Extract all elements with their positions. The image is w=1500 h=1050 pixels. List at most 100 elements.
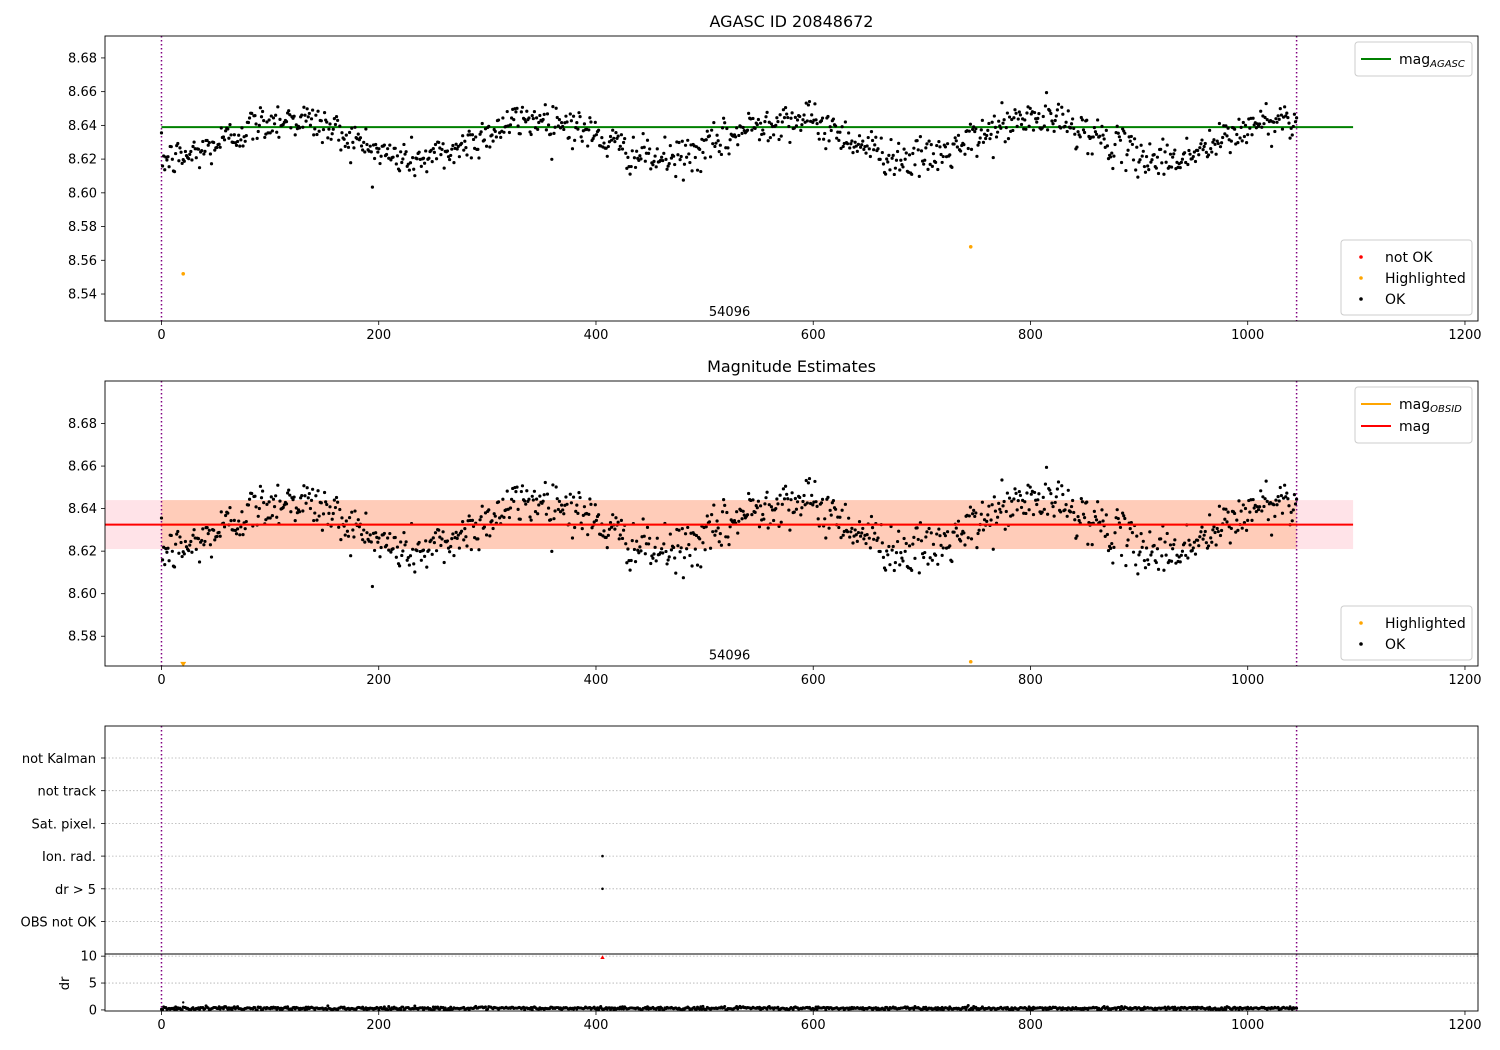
- ok-point: [785, 112, 789, 116]
- legend-box: [1354, 386, 1473, 444]
- ok-point: [411, 156, 415, 160]
- ok-point: [209, 162, 214, 166]
- ok-point: [1018, 493, 1023, 498]
- ok-point: [351, 528, 355, 532]
- ok-point: [370, 185, 375, 189]
- ok-point: [645, 525, 650, 529]
- ok-point: [212, 528, 216, 532]
- ok-point: [388, 143, 392, 147]
- ok-point: [301, 125, 305, 129]
- ok-point: [1085, 118, 1089, 122]
- ok-point: [1203, 141, 1207, 146]
- ok-point: [604, 535, 608, 540]
- ok-point: [362, 140, 366, 144]
- ok-point: [183, 149, 188, 154]
- ok-point: [1014, 111, 1018, 115]
- ok-point: [587, 128, 591, 132]
- ok-point: [614, 516, 618, 520]
- x-tick-label: 200: [366, 673, 391, 688]
- ok-point: [433, 531, 438, 535]
- ok-point: [1204, 150, 1208, 154]
- ok-point: [524, 120, 528, 124]
- dr-point: [401, 1005, 405, 1009]
- ok-point: [1273, 129, 1277, 134]
- y-tick-label: 8.58: [68, 220, 97, 235]
- ok-point: [938, 534, 942, 538]
- ok-point: [1235, 518, 1239, 522]
- ok-point: [1036, 498, 1040, 502]
- ok-point: [845, 142, 850, 146]
- ok-point: [1276, 114, 1280, 118]
- ok-point: [560, 121, 564, 125]
- ok-point: [590, 526, 594, 530]
- ok-point: [1032, 110, 1037, 115]
- ok-point: [1209, 536, 1213, 540]
- ok-point: [182, 159, 186, 163]
- ok-point: [166, 155, 170, 159]
- ok-point: [761, 512, 765, 517]
- ok-point: [632, 156, 637, 160]
- obsid-annotation: 54096: [709, 305, 750, 320]
- ok-point: [930, 558, 934, 562]
- ok-point: [776, 502, 780, 506]
- ok-point: [1219, 528, 1224, 533]
- axes-frame: [104, 953, 1479, 1012]
- ok-point: [470, 133, 475, 137]
- ok-point: [361, 538, 365, 542]
- ok-point: [257, 123, 261, 127]
- y-tick-label: 8.68: [68, 51, 97, 66]
- ok-point: [333, 122, 338, 127]
- ok-point: [342, 137, 346, 141]
- ok-point: [1283, 105, 1287, 109]
- ok-point: [990, 120, 994, 124]
- ok-point: [265, 120, 269, 124]
- ok-point: [1164, 553, 1168, 557]
- ok-point: [1290, 519, 1294, 523]
- ok-point: [922, 162, 926, 166]
- ok-point: [937, 527, 941, 531]
- ok-point: [1196, 148, 1200, 153]
- ok-point: [518, 132, 522, 136]
- ok-point: [747, 491, 751, 496]
- ok-point: [502, 130, 506, 134]
- ok-point: [611, 128, 615, 132]
- ok-point: [1065, 129, 1069, 134]
- ok-point: [430, 160, 434, 164]
- ok-point: [382, 143, 386, 147]
- dr-point: [924, 1005, 928, 1009]
- ok-point: [997, 501, 1001, 505]
- ok-point: [488, 145, 492, 149]
- ok-point: [954, 526, 958, 530]
- ok-point: [1103, 534, 1107, 538]
- ok-point: [1241, 120, 1245, 125]
- ok-point: [209, 555, 214, 559]
- ok-point: [713, 533, 717, 537]
- ok-point: [913, 163, 917, 167]
- ok-point: [1226, 510, 1230, 514]
- ok-point: [170, 549, 174, 553]
- ok-point: [196, 147, 201, 151]
- ok-point: [816, 517, 820, 521]
- ok-point: [478, 518, 482, 522]
- ok-point: [639, 549, 643, 553]
- ok-point: [274, 113, 278, 117]
- ok-point: [1223, 132, 1227, 136]
- ok-point: [1264, 101, 1268, 106]
- ok-point: [671, 545, 676, 550]
- ok-point: [265, 502, 269, 506]
- dr-point: [1173, 1005, 1177, 1009]
- ok-point: [365, 531, 369, 535]
- ok-point: [302, 484, 306, 488]
- ok-point: [269, 114, 273, 118]
- ok-point: [804, 478, 808, 483]
- ok-point: [1139, 532, 1143, 536]
- ok-point: [197, 166, 202, 170]
- ok-point: [302, 105, 306, 109]
- ok-point: [487, 124, 491, 128]
- ok-point: [727, 152, 731, 156]
- ok-point: [963, 152, 967, 156]
- ok-point: [313, 127, 317, 131]
- ok-point: [555, 115, 559, 120]
- ok-point: [477, 548, 481, 552]
- ok-point: [232, 518, 236, 523]
